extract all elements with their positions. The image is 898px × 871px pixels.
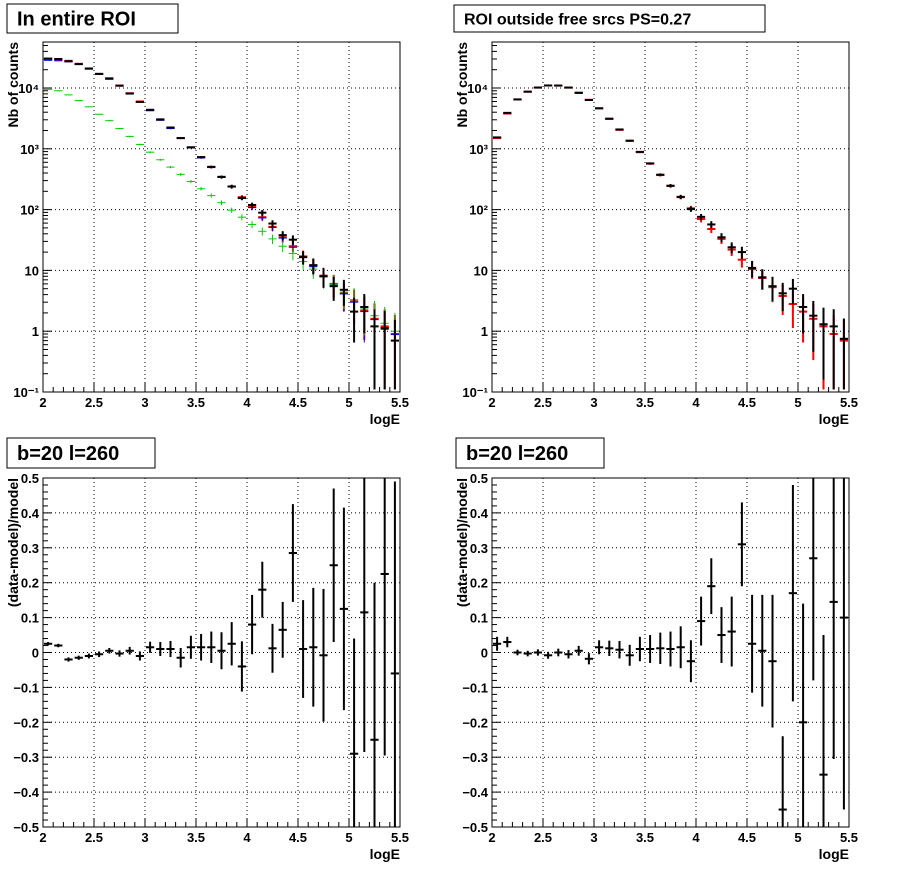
y-tick-label: −0.3 <box>462 750 488 765</box>
data-series-3 <box>44 88 399 390</box>
x-tick-label: 3.5 <box>187 830 205 845</box>
x-tick-label: 2 <box>39 830 46 845</box>
x-tick-label: 4.5 <box>738 830 756 845</box>
y-tick-label: 10⁴ <box>467 81 488 96</box>
y-tick-label: 10 <box>474 263 488 278</box>
chart-title: b=20 l=260 <box>17 443 119 465</box>
x-tick-label: 4.5 <box>289 830 307 845</box>
data-series-1 <box>44 57 399 390</box>
x-tick-label: 4 <box>692 830 700 845</box>
x-tick-label: 3 <box>141 830 148 845</box>
x-tick-label: 2 <box>488 830 495 845</box>
y-tick-label: 10⁴ <box>18 81 39 96</box>
y-tick-label: 0.2 <box>21 576 39 591</box>
y-tick-label: 0.4 <box>21 506 40 521</box>
y-tick-label: 0.5 <box>470 471 488 486</box>
x-tick-label: 2.5 <box>534 395 552 410</box>
y-tick-label: 10⁻¹ <box>462 385 488 400</box>
x-tick-label: 2 <box>39 395 46 410</box>
data-series-1 <box>493 478 848 827</box>
plot-frame <box>491 41 850 393</box>
y-axis-label: Nb of counts <box>5 42 21 128</box>
y-tick-label: −0.4 <box>462 785 488 800</box>
y-tick-label: −0.2 <box>462 715 488 730</box>
plot-panel-3: 2 2.5 3 3.5 4 4.5 5 5.5 −0.5 −0.4 −0.3 −0.2 −0.1 0 0.1… <box>5 437 409 862</box>
x-axis-label: logE <box>370 411 400 427</box>
y-tick-label: −0.3 <box>13 750 39 765</box>
x-tick-label: 4 <box>692 395 700 410</box>
y-tick-label: −0.5 <box>13 820 39 835</box>
x-tick-label: 3.5 <box>636 395 654 410</box>
data-series-2 <box>44 59 399 390</box>
x-tick-label: 2.5 <box>534 830 552 845</box>
y-tick-label: 10³ <box>469 142 488 157</box>
y-tick-label: −0.5 <box>462 820 488 835</box>
x-tick-label: 3.5 <box>636 830 654 845</box>
x-tick-label: 4 <box>243 830 251 845</box>
y-axis-label: Nb of counts <box>454 42 470 128</box>
title-box <box>6 437 156 469</box>
data-series-1 <box>44 478 399 827</box>
plot-panel-2: 2 2.5 3 3.5 4 4.5 5 5.5 10⁻¹ 1 10 10² 10³ 10⁴ logE Nb o… <box>453 4 858 427</box>
x-tick-label: 2.5 <box>85 395 103 410</box>
x-tick-label: 5 <box>345 395 352 410</box>
chart-title: In entire ROI <box>17 9 136 31</box>
y-tick-label: 0.3 <box>21 541 39 556</box>
x-tick-label: 5.5 <box>391 830 409 845</box>
plot-panel-4: 2 2.5 3 3.5 4 4.5 5 5.5 −0.5 −0.4 −0.3 −0.2 −0.1 0 0.1… <box>454 437 858 862</box>
title-box <box>6 3 179 34</box>
y-tick-label: 0.3 <box>470 541 488 556</box>
y-tick-label: 0 <box>32 646 39 661</box>
x-axis-label: logE <box>819 411 849 427</box>
y-tick-label: 1 <box>481 324 488 339</box>
x-tick-label: 5.5 <box>391 395 409 410</box>
x-tick-label: 4.5 <box>289 395 307 410</box>
plot-frame <box>42 41 401 393</box>
y-tick-label: −0.1 <box>13 680 39 695</box>
x-tick-label: 4 <box>243 395 251 410</box>
y-tick-label: 10 <box>25 263 39 278</box>
y-tick-label: 0.5 <box>21 471 39 486</box>
chart-title: ROI outside free srcs PS=0.27 <box>464 11 691 28</box>
y-tick-label: 0 <box>481 646 488 661</box>
y-tick-label: 10² <box>469 203 488 218</box>
x-axis-label: logE <box>370 846 400 862</box>
y-tick-label: −0.1 <box>462 680 488 695</box>
x-tick-label: 5 <box>794 830 801 845</box>
y-tick-label: −0.2 <box>13 715 39 730</box>
x-tick-label: 5.5 <box>840 395 858 410</box>
plot-panel-1: 2 2.5 3 3.5 4 4.5 5 5.5 10⁻¹ 1 10 10² 10³ 10⁴ logE Nb o… <box>5 3 409 427</box>
data-series-2 <box>493 84 848 390</box>
x-tick-label: 5.5 <box>840 830 858 845</box>
data-series-4 <box>44 57 399 390</box>
x-tick-label: 3 <box>590 395 597 410</box>
y-tick-label: 10⁻¹ <box>13 385 39 400</box>
x-tick-label: 3 <box>590 830 597 845</box>
x-axis-label: logE <box>819 846 849 862</box>
x-tick-label: 4.5 <box>738 395 756 410</box>
y-tick-label: 0.1 <box>21 611 39 626</box>
x-tick-label: 2 <box>488 395 495 410</box>
y-axis-label: (data-model)/model <box>5 478 21 607</box>
x-tick-label: 5 <box>345 830 352 845</box>
chart-title: b=20 l=260 <box>466 443 568 465</box>
x-tick-label: 3 <box>141 395 148 410</box>
y-tick-label: 0.1 <box>470 611 488 626</box>
y-tick-label: −0.4 <box>13 785 39 800</box>
data-series-1 <box>493 84 848 390</box>
title-box <box>455 437 605 469</box>
x-tick-label: 3.5 <box>187 395 205 410</box>
x-tick-label: 5 <box>794 395 801 410</box>
y-tick-label: 0.2 <box>470 576 488 591</box>
y-tick-label: 10³ <box>20 142 39 157</box>
x-tick-label: 2.5 <box>85 830 103 845</box>
y-tick-label: 10² <box>20 203 39 218</box>
y-tick-label: 0.4 <box>470 506 489 521</box>
y-axis-label: (data-model)/model <box>454 478 470 607</box>
y-tick-label: 1 <box>32 324 39 339</box>
title-box <box>453 4 766 33</box>
